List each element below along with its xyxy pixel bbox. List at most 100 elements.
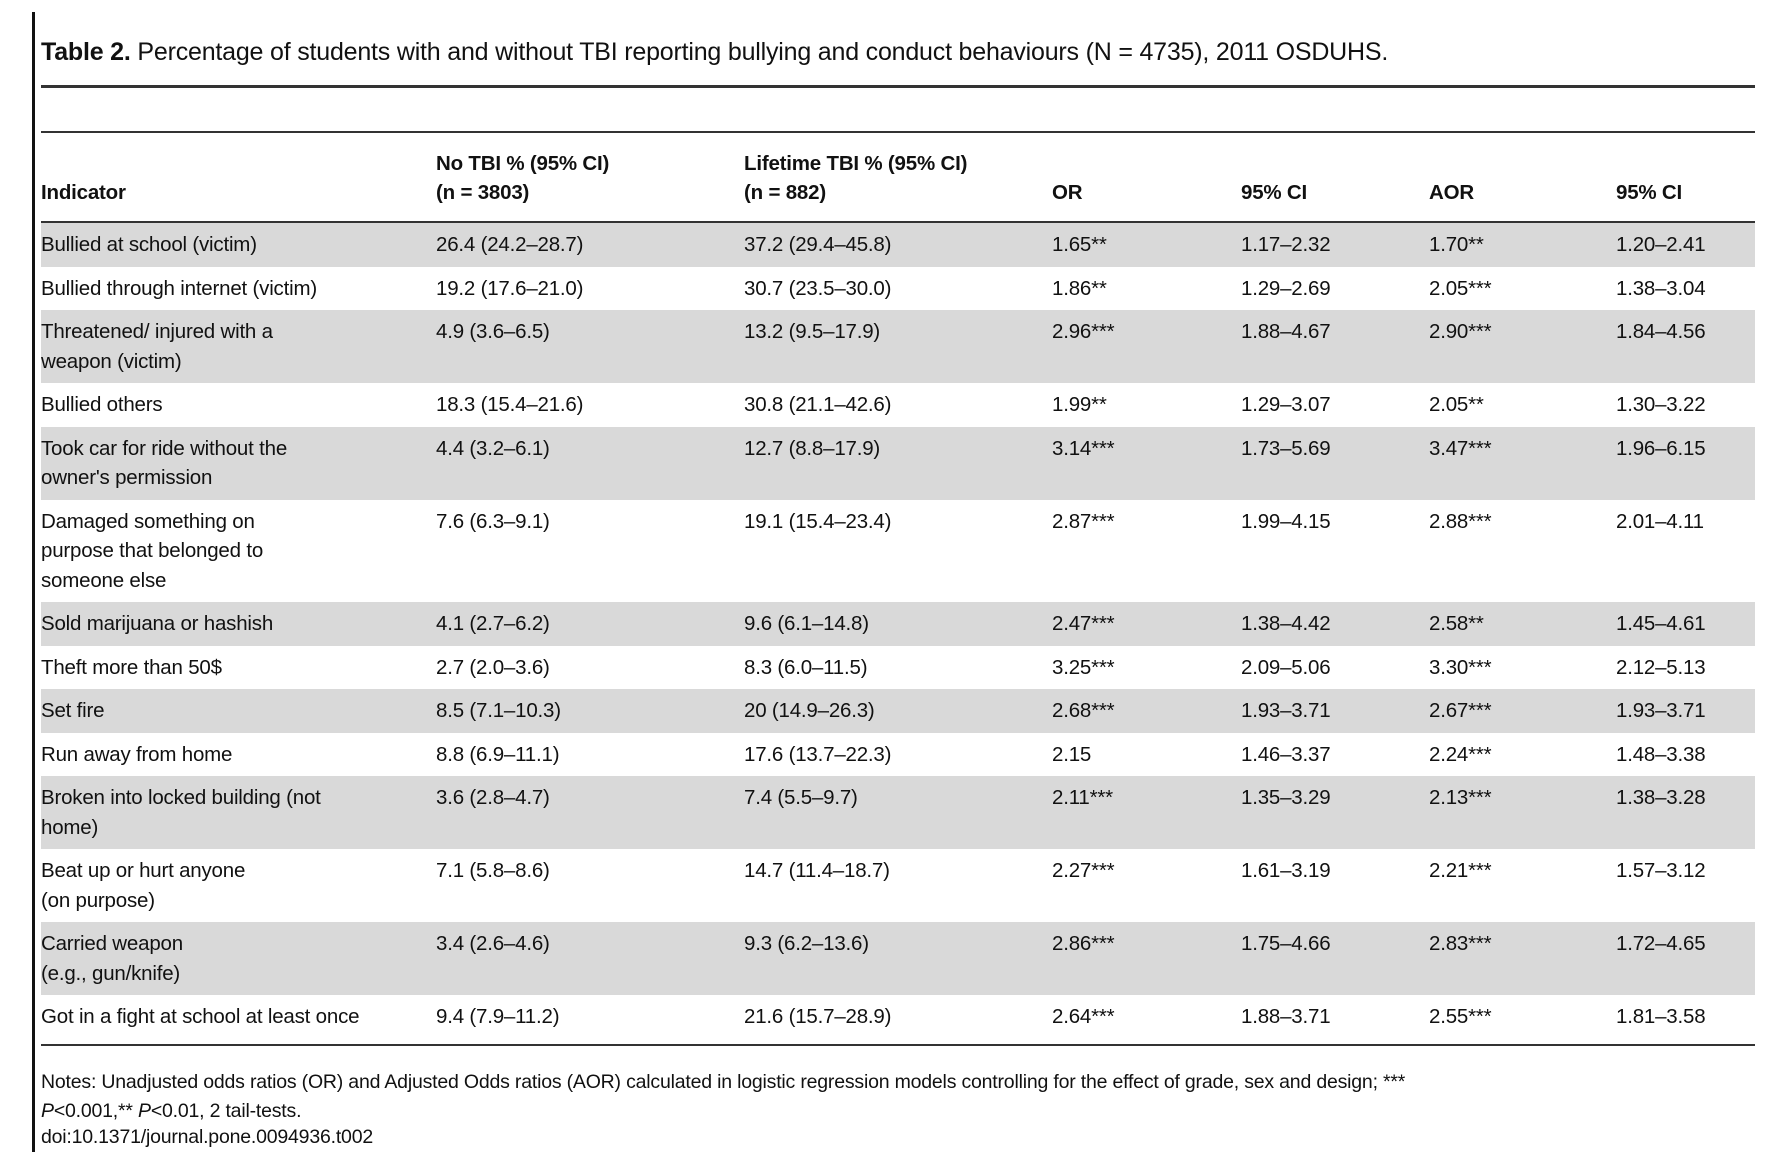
notes-p-symbol: P bbox=[41, 1100, 54, 1122]
table-row: Set fire 8.5 (7.1–10.3) 20 (14.9–26.3) 2.68… bbox=[41, 689, 1755, 733]
header-row: Indicator No TBI % (95% CI) (n = 3803) Lif… bbox=[41, 132, 1755, 223]
no-tbi-cell: 8.5 (7.1–10.3) bbox=[436, 689, 744, 733]
or-ci-cell: 1.61–3.19 bbox=[1241, 859, 1331, 882]
aor-cell: 3.47*** bbox=[1429, 426, 1616, 500]
aor-ci-cell: 1.38–3.28 bbox=[1616, 776, 1755, 849]
or-cell: 2.87*** bbox=[1052, 509, 1115, 533]
table-caption: Table 2. Percentage of students with and… bbox=[41, 38, 1388, 67]
aor-ci-cell: 2.01–4.11 bbox=[1616, 509, 1704, 533]
or-ci-cell: 1.88–4.67 bbox=[1241, 310, 1429, 383]
no-tbi-cell: 9.4 (7.9–11.2) bbox=[436, 1005, 560, 1028]
table-row: Carried weapon (e.g., gun/knife) 3.4 (2.6… bbox=[41, 922, 1755, 995]
column-header: 95% CI bbox=[1616, 132, 1755, 223]
aor-ci-cell: 1.93–3.71 bbox=[1616, 689, 1755, 733]
or-ci-cell: 2.09–5.06 bbox=[1241, 655, 1331, 679]
column-header: OR bbox=[1052, 132, 1241, 223]
no-tbi-cell: 2.7 (2.0–3.6) bbox=[436, 655, 550, 679]
or-cell: 2.68*** bbox=[1052, 689, 1241, 733]
or-ci-cell: 1.99–4.15 bbox=[1241, 509, 1331, 533]
no-tbi-cell: 4.4 (3.2–6.1) bbox=[436, 426, 744, 500]
aor-cell: 2.05** bbox=[1429, 393, 1484, 416]
indicator-cell: Theft more than 50$ bbox=[41, 655, 222, 679]
column-header: Indicator bbox=[41, 132, 436, 223]
lifetime-tbi-cell: 19.1 (15.4–23.4) bbox=[744, 509, 892, 533]
indicator-cell: Took car for ride without the owner's pe… bbox=[41, 426, 436, 500]
table-row: Damaged something on purpose that belong… bbox=[41, 500, 1755, 603]
aor-ci-cell: 1.84–4.56 bbox=[1616, 310, 1755, 383]
or-cell: 1.99** bbox=[1052, 393, 1107, 416]
column-header: Lifetime TBI % (95% CI) (n = 882) bbox=[744, 132, 1052, 223]
indicator-cell: Sold marijuana or hashish bbox=[41, 602, 436, 646]
lifetime-tbi-cell: 12.7 (8.8–17.9) bbox=[744, 426, 1052, 500]
or-cell: 2.86*** bbox=[1052, 922, 1241, 995]
indicator-cell: Set fire bbox=[41, 689, 436, 733]
no-tbi-cell: 18.3 (15.4–21.6) bbox=[436, 393, 584, 416]
indicator-cell: Bullied others bbox=[41, 393, 163, 416]
column-header: No TBI % (95% CI) (n = 3803) bbox=[436, 132, 744, 223]
aor-cell: 2.67*** bbox=[1429, 689, 1616, 733]
aor-ci-cell: 1.45–4.61 bbox=[1616, 602, 1755, 646]
or-ci-cell: 1.75–4.66 bbox=[1241, 922, 1429, 995]
or-cell: 3.25*** bbox=[1052, 655, 1115, 679]
notes-p-symbol: P bbox=[138, 1100, 151, 1122]
aor-ci-cell: 1.48–3.38 bbox=[1616, 742, 1706, 766]
or-cell: 2.15 bbox=[1052, 742, 1092, 766]
aor-ci-cell: 1.72–4.65 bbox=[1616, 922, 1755, 995]
data-table: Indicator No TBI % (95% CI) (n = 3803) Lif… bbox=[41, 132, 1755, 1039]
aor-cell: 2.83*** bbox=[1429, 922, 1616, 995]
or-ci-cell: 1.46–3.37 bbox=[1241, 742, 1331, 766]
indicator-cell: Run away from home bbox=[41, 742, 233, 766]
or-ci-cell: 1.38–4.42 bbox=[1241, 602, 1429, 646]
table-row: Run away from home 8.8 (6.9–11.1) 17.6 (13… bbox=[41, 733, 1755, 777]
aor-ci-cell: 1.20–2.41 bbox=[1616, 222, 1755, 267]
or-cell: 2.64*** bbox=[1052, 1005, 1115, 1028]
aor-cell: 2.05*** bbox=[1429, 276, 1492, 300]
column-header: 95% CI bbox=[1241, 132, 1429, 223]
indicator-cell: Got in a fight at school at least once bbox=[41, 1005, 360, 1028]
lifetime-tbi-cell: 9.6 (6.1–14.8) bbox=[744, 602, 1052, 646]
lifetime-tbi-cell: 9.3 (6.2–13.6) bbox=[744, 922, 1052, 995]
lifetime-tbi-cell: 30.7 (23.5–30.0) bbox=[744, 276, 892, 300]
no-tbi-cell: 26.4 (24.2–28.7) bbox=[436, 222, 744, 267]
or-ci-cell: 1.29–2.69 bbox=[1241, 276, 1331, 300]
aor-ci-cell: 1.81–3.58 bbox=[1616, 1005, 1706, 1028]
lifetime-tbi-cell: 13.2 (9.5–17.9) bbox=[744, 310, 1052, 383]
table-body: Bullied at school (victim) 26.4 (24.2–28.… bbox=[41, 222, 1755, 1039]
table-row: Bullied at school (victim) 26.4 (24.2–28.… bbox=[41, 222, 1755, 267]
indicator-cell: Damaged something on purpose that belong… bbox=[41, 509, 264, 592]
table-row: Bullied through internet (victim) 19.2 (1… bbox=[41, 267, 1755, 311]
aor-ci-cell: 1.57–3.12 bbox=[1616, 859, 1706, 882]
no-tbi-cell: 3.4 (2.6–4.6) bbox=[436, 922, 744, 995]
aor-ci-cell: 1.38–3.04 bbox=[1616, 276, 1706, 300]
aor-ci-cell: 2.12–5.13 bbox=[1616, 655, 1706, 679]
aor-cell: 2.58** bbox=[1429, 602, 1616, 646]
indicator-cell: Bullied at school (victim) bbox=[41, 222, 436, 267]
or-cell: 2.96*** bbox=[1052, 310, 1241, 383]
lifetime-tbi-cell: 8.3 (6.0–11.5) bbox=[744, 655, 868, 679]
no-tbi-cell: 7.6 (6.3–9.1) bbox=[436, 509, 550, 533]
lifetime-tbi-cell: 37.2 (29.4–45.8) bbox=[744, 222, 1052, 267]
or-cell: 2.27*** bbox=[1052, 859, 1115, 882]
table-row: Bullied others 18.3 (15.4–21.6) 30.8 (21.1… bbox=[41, 383, 1755, 427]
indicator-cell: Bullied through internet (victim) bbox=[41, 276, 317, 300]
no-tbi-cell: 19.2 (17.6–21.0) bbox=[436, 276, 584, 300]
table-row: Beat up or hurt anyone (on purpose) 7.1 (… bbox=[41, 849, 1755, 922]
table-row: Got in a fight at school at least once 9.… bbox=[41, 995, 1755, 1039]
lifetime-tbi-cell: 17.6 (13.7–22.3) bbox=[744, 742, 892, 766]
indicator-cell: Broken into locked building (not home) bbox=[41, 776, 436, 849]
table-notes: Notes: Unadjusted odds ratios (OR) and A… bbox=[41, 1068, 1755, 1126]
or-ci-cell: 1.35–3.29 bbox=[1241, 776, 1429, 849]
notes-text: Notes: Unadjusted odds ratios (OR) and A… bbox=[41, 1071, 1406, 1093]
lifetime-tbi-cell: 7.4 (5.5–9.7) bbox=[744, 776, 1052, 849]
no-tbi-cell: 8.8 (6.9–11.1) bbox=[436, 742, 560, 766]
doi-text: doi:10.1371/journal.pone.0094936.t002 bbox=[41, 1126, 373, 1148]
indicator-cell: Beat up or hurt anyone (on purpose) bbox=[41, 859, 246, 912]
table-row: Broken into locked building (not home) 3.… bbox=[41, 776, 1755, 849]
table-bottom-rule bbox=[41, 1044, 1755, 1046]
lifetime-tbi-cell: 21.6 (15.7–28.9) bbox=[744, 1005, 892, 1028]
table-row: Took car for ride without the owner's pe… bbox=[41, 426, 1755, 500]
aor-cell: 1.70** bbox=[1429, 222, 1616, 267]
aor-cell: 2.13*** bbox=[1429, 776, 1616, 849]
no-tbi-cell: 4.9 (3.6–6.5) bbox=[436, 310, 744, 383]
or-ci-cell: 1.29–3.07 bbox=[1241, 393, 1331, 416]
